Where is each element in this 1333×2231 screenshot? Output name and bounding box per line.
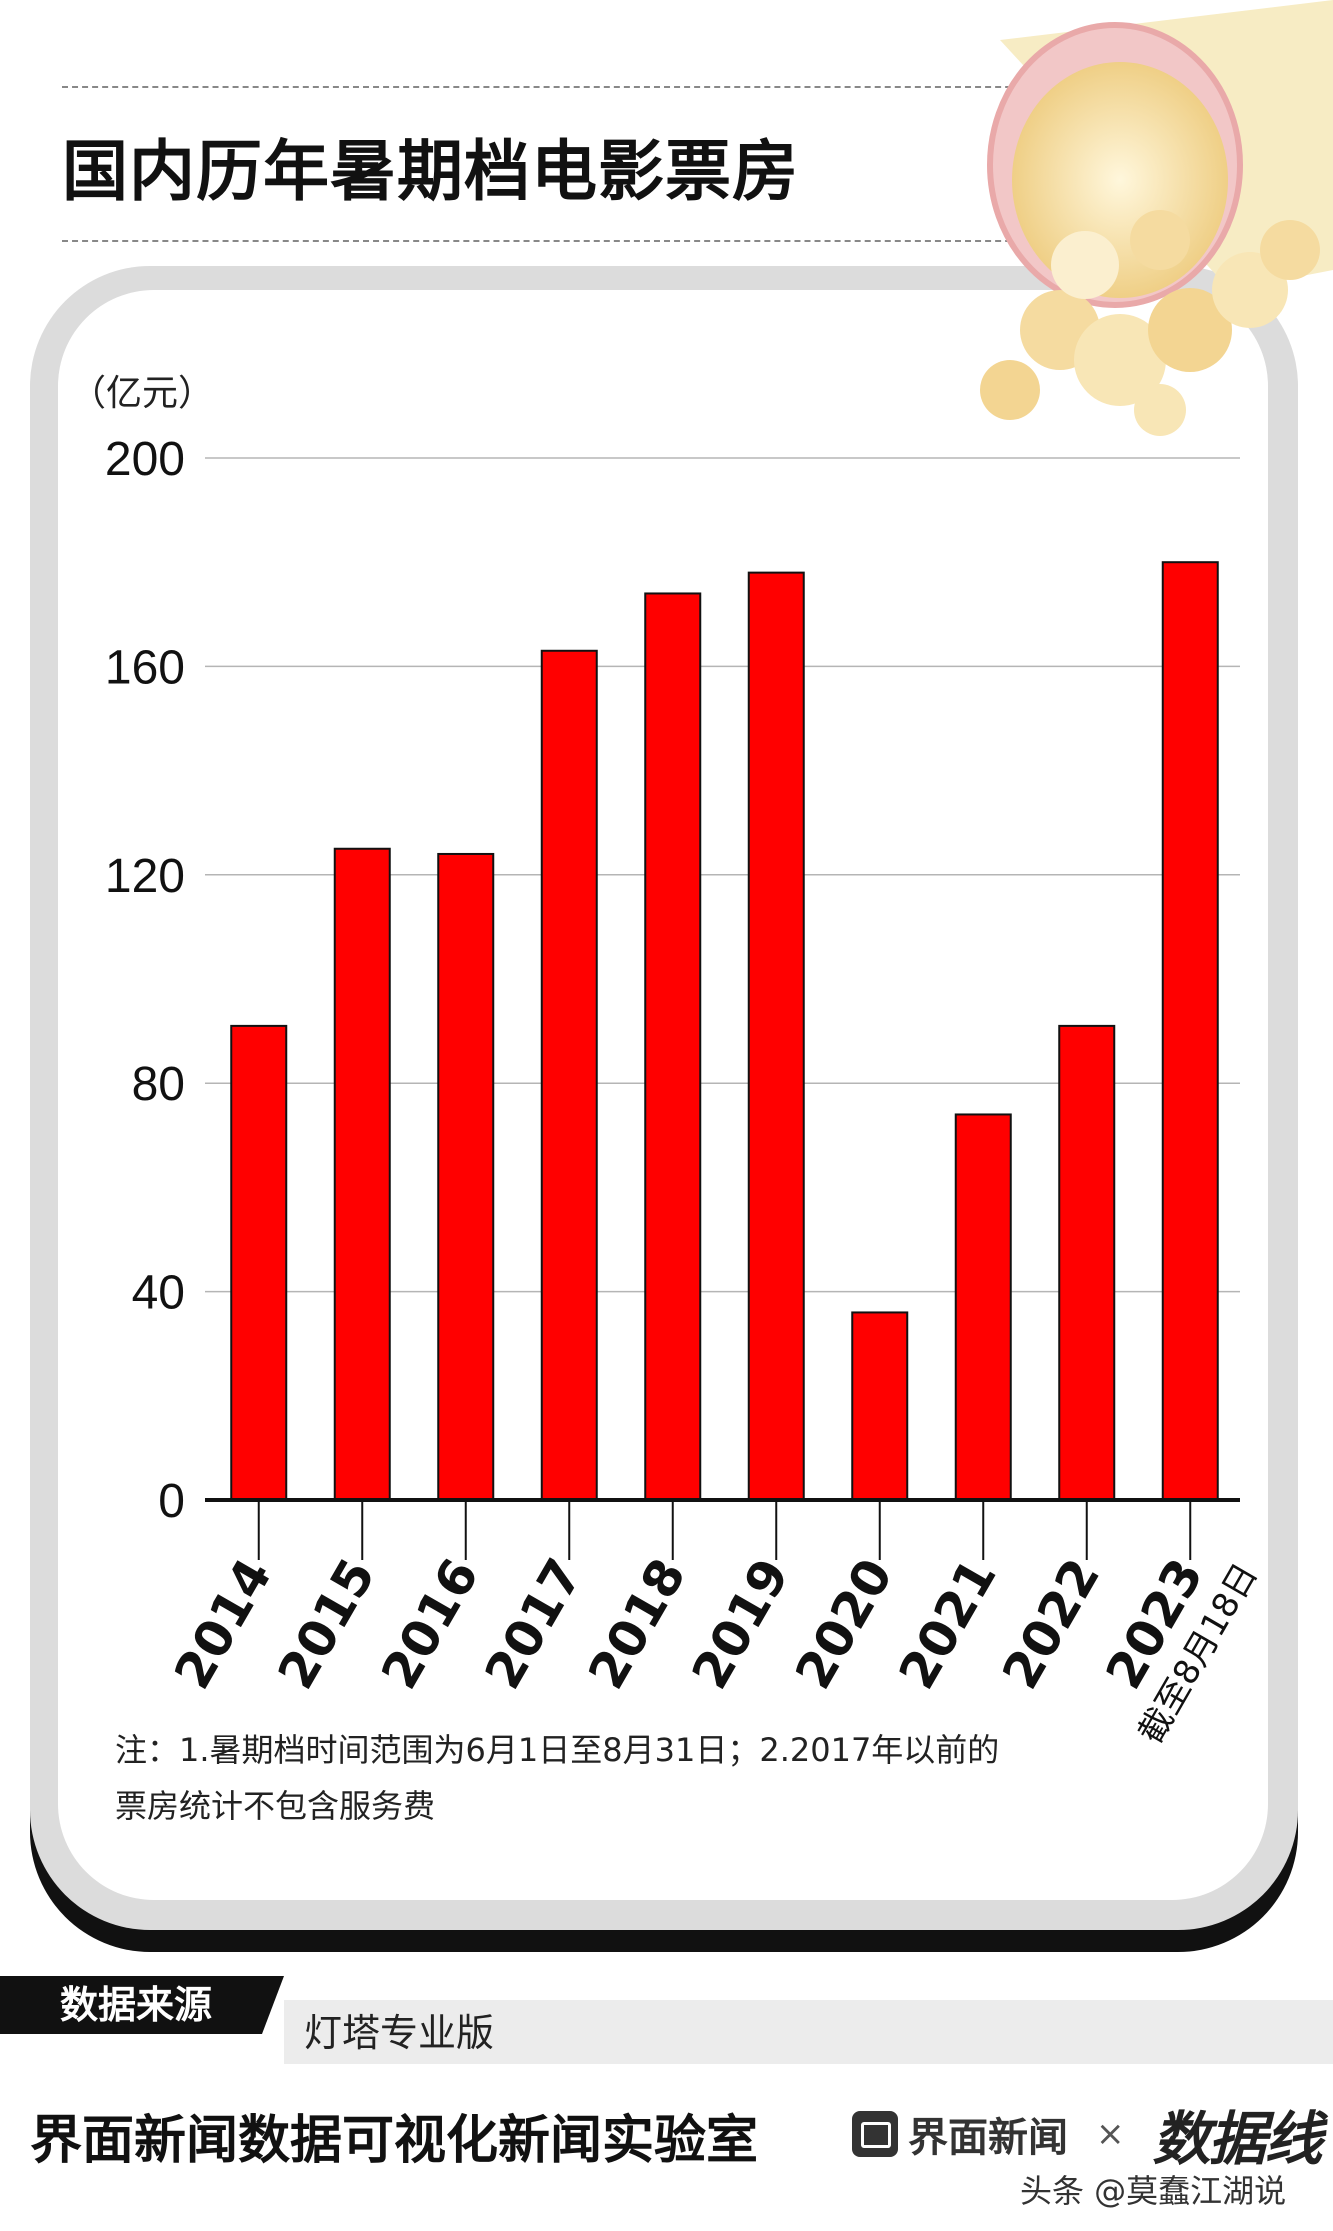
bar-2017 [540, 649, 598, 1501]
source-bar [284, 2000, 1333, 2064]
jiemian-logo-icon [852, 2111, 898, 2157]
bar-2021 [954, 1113, 1012, 1501]
footer-brand: 界面新闻 × 数据线 [852, 2104, 1323, 2173]
y-tick-label: 40 [132, 1267, 185, 1320]
dataline-logo: 数据线 [1152, 2105, 1323, 2173]
bar-2016 [437, 852, 495, 1501]
bar-2022 [1058, 1024, 1116, 1501]
x-tick-label: 2021 [888, 1549, 1008, 1699]
footer-title: 界面新闻数据可视化新闻实验室 [30, 2111, 759, 2171]
brand-name: 界面新闻 [908, 2115, 1068, 2161]
y-tick-label: 200 [105, 433, 185, 486]
bar-2023 [1161, 561, 1219, 1501]
source-label-arrow [262, 1976, 284, 2034]
y-tick-label: 120 [105, 850, 185, 903]
bar-2019 [747, 571, 805, 1501]
y-tick-labels: 0 40 80 120 160 200 [105, 433, 185, 1528]
chart-note: 注：1.暑期档时间范围为6月1日至8月31日；2.2017年以前的 票房统计不包… [115, 1722, 1115, 1834]
x-tick-label: 2017 [474, 1549, 594, 1699]
bar-2018 [644, 592, 702, 1501]
note-line-2: 票房统计不包含服务费 [115, 1787, 436, 1825]
top-dashed-rule [62, 86, 1262, 88]
x-tick-label: 2020 [784, 1549, 904, 1699]
chart-bars [230, 561, 1219, 1501]
source-label: 数据来源 [0, 1976, 262, 2034]
x-tick-label: 2019 [681, 1549, 801, 1699]
x-tick-label: 2014 [163, 1549, 283, 1699]
x-tick-label: 2015 [267, 1549, 387, 1699]
y-tick-label: 80 [132, 1058, 185, 1111]
x-tick-labels: 2014201520162017201820192020202120222023… [163, 1549, 1266, 1750]
y-tick-label: 160 [105, 641, 185, 694]
y-unit-label: （亿元） [70, 373, 214, 414]
byline: 头条 @莫蠢江湖说 [1020, 2172, 1287, 2210]
brand-times: × [1096, 2114, 1125, 2154]
x-tick-label: 2016 [370, 1549, 490, 1699]
page-title: 国内历年暑期档电影票房 [62, 133, 799, 210]
title-dashed-rule [62, 240, 1262, 242]
x-tick-label: 2022 [991, 1549, 1111, 1699]
popcorn-illustration [980, 0, 1333, 436]
note-line-1: 注：1.暑期档时间范围为6月1日至8月31日；2.2017年以前的 [115, 1731, 1000, 1769]
bar-2020 [851, 1311, 909, 1501]
x-tick-label: 2018 [577, 1549, 697, 1699]
y-tick-label: 0 [158, 1475, 185, 1528]
bar-2014 [230, 1024, 288, 1501]
bar-2015 [333, 847, 391, 1501]
chart-axis [205, 1498, 1240, 1560]
source-value: 灯塔专业版 [304, 2011, 495, 2055]
